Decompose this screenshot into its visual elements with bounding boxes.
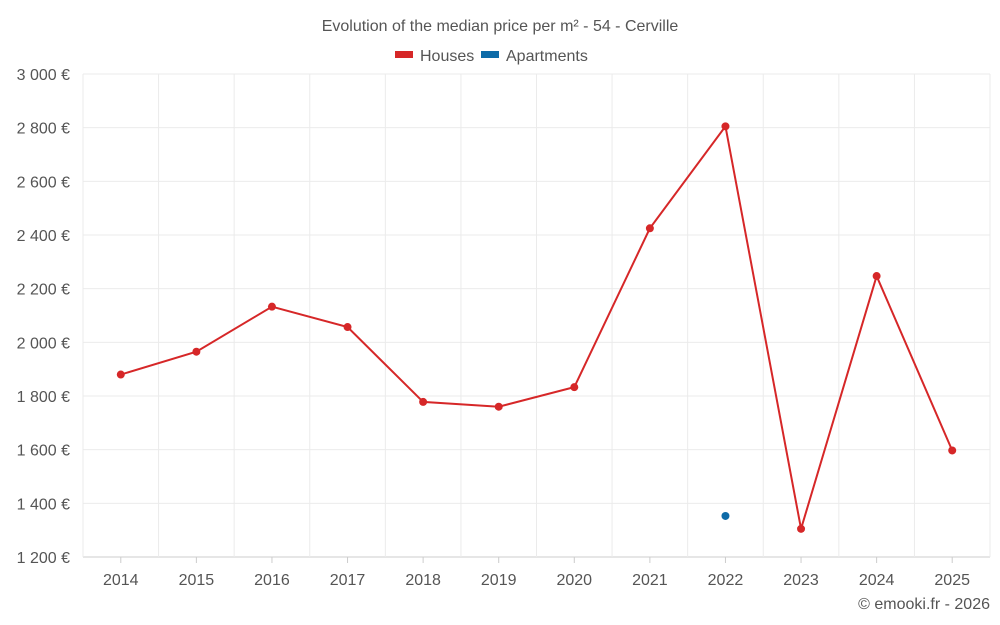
- data-point-houses[interactable]: [872, 272, 881, 281]
- y-tick-label: 1 200 €: [17, 550, 70, 567]
- data-point-houses[interactable]: [797, 524, 806, 533]
- y-tick-label: 1 800 €: [17, 389, 70, 406]
- data-point-houses[interactable]: [948, 446, 957, 455]
- x-tick-label: 2022: [708, 572, 744, 589]
- data-point-houses[interactable]: [570, 383, 579, 392]
- data-point-houses[interactable]: [419, 397, 428, 406]
- y-axis-ticks: 1 200 € 1 400 € 1 600 € 1 800 € 2 000 € 2 200…: [17, 67, 70, 567]
- legend-swatch-houses: [395, 51, 413, 58]
- chart-title: Evolution of the median price per m² - 5…: [322, 18, 679, 35]
- x-tick-label: 2025: [934, 572, 970, 589]
- data-point-apartments[interactable]: [721, 511, 730, 520]
- x-tick-label: 2014: [103, 572, 139, 589]
- legend: Houses Apartments: [395, 48, 588, 65]
- y-tick-label: 2 800 €: [17, 121, 70, 138]
- data-point-houses[interactable]: [192, 347, 201, 356]
- data-point-houses[interactable]: [645, 224, 654, 233]
- y-tick-label: 1 400 €: [17, 496, 70, 513]
- data-point-houses[interactable]: [494, 402, 503, 411]
- y-tick-label: 2 200 €: [17, 282, 70, 299]
- credit-label: © emooki.fr - 2026: [858, 596, 990, 613]
- x-gridlines: [82, 74, 991, 557]
- series-layer: [116, 122, 957, 533]
- y-tick-label: 2 600 €: [17, 174, 70, 191]
- legend-item-houses[interactable]: Houses: [395, 48, 474, 65]
- series-line-houses: [120, 123, 954, 530]
- y-tick-label: 1 600 €: [17, 443, 70, 460]
- x-tick-label: 2018: [405, 572, 441, 589]
- legend-label-houses: Houses: [420, 48, 474, 65]
- x-tick-label: 2017: [330, 572, 366, 589]
- y-tick-label: 2 400 €: [17, 228, 70, 245]
- legend-item-apartments[interactable]: Apartments: [481, 48, 588, 65]
- x-tick-label: 2023: [783, 572, 819, 589]
- x-axis-ticks: 2014 2015 2016 2017 2018 2019 2020 2021 2022 2023…: [103, 557, 970, 589]
- x-tick-label: 2016: [254, 572, 290, 589]
- x-tick-label: 2024: [859, 572, 895, 589]
- data-point-houses[interactable]: [721, 122, 730, 131]
- y-tick-label: 2 000 €: [17, 335, 70, 352]
- legend-swatch-apartments: [481, 51, 499, 58]
- x-tick-label: 2019: [481, 572, 517, 589]
- x-tick-label: 2015: [179, 572, 215, 589]
- data-point-houses[interactable]: [343, 323, 352, 332]
- data-point-houses[interactable]: [267, 302, 276, 311]
- legend-label-apartments: Apartments: [506, 48, 588, 65]
- y-tick-label: 3 000 €: [17, 67, 70, 84]
- x-tick-label: 2021: [632, 572, 668, 589]
- x-tick-label: 2020: [556, 572, 592, 589]
- data-point-houses[interactable]: [116, 370, 125, 379]
